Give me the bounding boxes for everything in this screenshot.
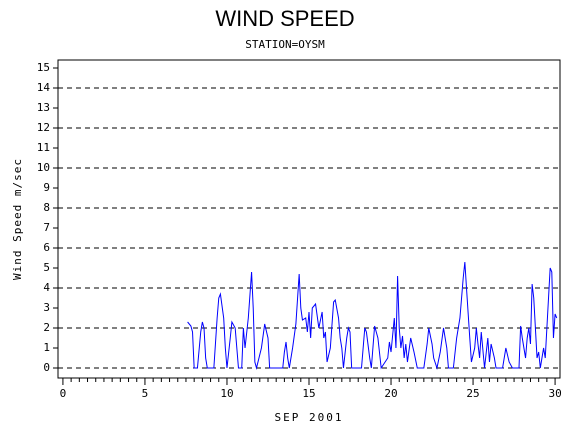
y-tick-label: 3	[43, 301, 50, 314]
y-tick-label: 0	[43, 361, 50, 374]
x-tick-label: 15	[302, 387, 315, 400]
y-tick-label: 2	[43, 321, 50, 334]
x-tick-label: 25	[466, 387, 479, 400]
chart-title: WIND SPEED	[215, 6, 354, 31]
y-tick-label: 14	[37, 81, 51, 94]
y-tick-label: 6	[43, 241, 50, 254]
y-tick-label: 15	[37, 61, 50, 74]
x-tick-label: 0	[60, 387, 67, 400]
y-tick-label: 9	[43, 181, 50, 194]
y-tick-label: 12	[37, 121, 50, 134]
y-axis-label: Wind Speed m/sec	[11, 158, 24, 280]
chart-subtitle: STATION=OYSM	[245, 38, 325, 51]
x-tick-label: 5	[142, 387, 149, 400]
plot-frame	[57, 59, 561, 379]
wind-speed-line	[187, 261, 558, 370]
y-tick-label: 13	[37, 101, 50, 114]
y-tick-label: 7	[43, 221, 50, 234]
x-axis-label: SEP 2001	[275, 411, 344, 424]
x-tick-label: 30	[548, 387, 561, 400]
y-tick-label: 5	[43, 261, 50, 274]
y-tick-label: 4	[43, 281, 50, 294]
y-tick-label: 1	[43, 341, 50, 354]
y-tick-label: 11	[37, 141, 50, 154]
x-tick-label: 10	[220, 387, 233, 400]
x-tick-label: 20	[384, 387, 397, 400]
y-tick-label: 8	[43, 201, 50, 214]
y-tick-label: 10	[37, 161, 50, 174]
